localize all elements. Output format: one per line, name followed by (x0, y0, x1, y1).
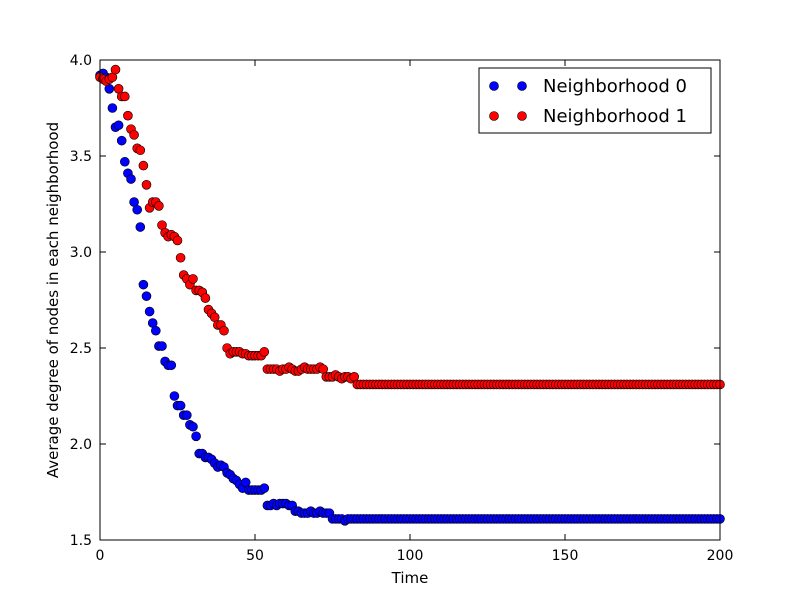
series-1-point-26 (175, 252, 186, 263)
series-0-point-28 (182, 410, 192, 421)
legend-marker-1b (517, 111, 527, 121)
series-1-point-9 (123, 110, 133, 121)
series-0-point-7 (116, 135, 127, 146)
x-tick-label-4: 200 (707, 548, 734, 564)
series-0-point-6 (113, 120, 124, 131)
y-axis-ticks: 1.5 2.0 2.5 3.0 3.5 4.0 (70, 53, 720, 549)
series-1-point-53 (259, 347, 270, 357)
series-1-point-19 (154, 201, 164, 211)
legend-label-neighborhood-0: Neighborhood 0 (543, 76, 687, 97)
legend-marker-0a (489, 81, 499, 91)
x-tick-label-0: 0 (96, 548, 105, 564)
y-tick-label-5: 4.0 (70, 53, 92, 69)
series-1-point-13 (135, 145, 146, 156)
y-tick-label-0: 1.5 (70, 533, 92, 549)
series-0-point-24 (169, 391, 180, 401)
series-0-point-15 (141, 291, 152, 301)
y-tick-label-3: 3.0 (70, 245, 92, 261)
y-tick-label-2: 2.5 (70, 341, 92, 357)
legend-marker-0b (517, 81, 527, 91)
series-1-point-15 (141, 180, 152, 190)
x-tick-label-2: 100 (397, 548, 424, 564)
series-1-point-5 (110, 64, 121, 75)
series-1 (95, 64, 725, 390)
series-1-point-40 (219, 325, 229, 336)
series-0-point-16 (144, 306, 155, 317)
y-tick-label-4: 3.5 (70, 149, 92, 165)
legend-box (478, 67, 712, 134)
series-0-point-31 (191, 431, 201, 442)
series-0 (95, 68, 725, 526)
series-0-point-4 (107, 103, 118, 113)
series-1-point-25 (172, 235, 183, 246)
series-1-point-14 (138, 160, 149, 171)
x-tick-label-1: 50 (246, 548, 264, 564)
series-0-point-12 (132, 204, 142, 215)
series-1-point-30 (188, 274, 198, 284)
data-points (95, 64, 725, 526)
series-1-point-34 (200, 293, 211, 303)
series-0-point-20 (157, 341, 167, 351)
series-0-point-53 (259, 483, 270, 493)
y-tick-label-1: 2.0 (70, 437, 92, 453)
series-0-point-26 (175, 400, 186, 411)
x-axis-label: Time (391, 569, 429, 587)
legend-marker-1a (489, 111, 499, 121)
y-axis-label: Average degree of nodes in each neighbor… (44, 122, 62, 478)
plot-frame (99, 59, 721, 541)
series-0-point-10 (126, 174, 136, 184)
x-tick-label-3: 150 (552, 548, 579, 564)
series-0-point-13 (135, 222, 146, 232)
series-0-point-30 (188, 421, 198, 432)
series-0-point-23 (166, 360, 177, 371)
series-0-point-18 (151, 325, 161, 336)
legend-label-neighborhood-1: Neighborhood 1 (543, 106, 687, 127)
series-0-point-14 (138, 279, 149, 290)
series-1-point-11 (129, 130, 139, 140)
series-0-point-8 (120, 156, 130, 167)
x-axis-ticks: 0 50 100 150 200 (96, 60, 734, 564)
legend: Neighborhood 0 Neighborhood 1 (478, 67, 712, 134)
series-1-point-8 (120, 91, 130, 102)
